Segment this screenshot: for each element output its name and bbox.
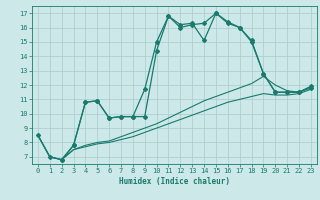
X-axis label: Humidex (Indice chaleur): Humidex (Indice chaleur) [119,177,230,186]
